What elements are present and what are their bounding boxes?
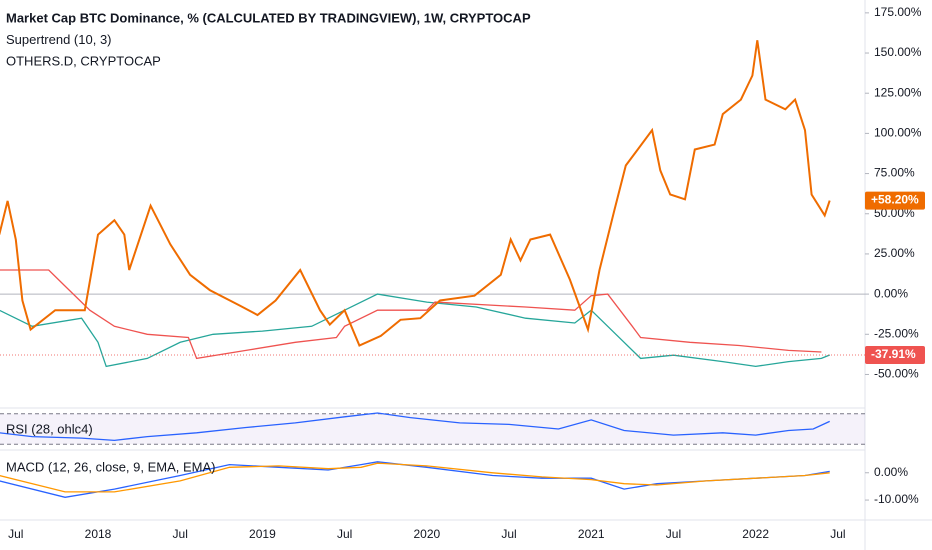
x-tick-label: 2022 bbox=[742, 527, 769, 541]
x-tick-label: 2020 bbox=[413, 527, 440, 541]
y-tick-label: 125.00% bbox=[874, 85, 922, 99]
y-tick-label: 25.00% bbox=[874, 246, 915, 260]
y-tick-label: -50.00% bbox=[874, 367, 919, 381]
legend-entry: Supertrend (10, 3) bbox=[6, 32, 112, 47]
price-label-bg bbox=[865, 346, 925, 365]
y-tick-label: 150.00% bbox=[874, 45, 922, 59]
y-tick-label: 175.00% bbox=[874, 5, 922, 19]
y-tick-label: 0.00% bbox=[874, 465, 908, 479]
x-tick-label: Jul bbox=[337, 527, 352, 541]
x-tick-label: 2021 bbox=[578, 527, 605, 541]
x-tick-label: Jul bbox=[173, 527, 188, 541]
price-label: +58.20% bbox=[871, 193, 919, 207]
y-tick-label: -10.00% bbox=[874, 492, 919, 506]
series-line bbox=[0, 462, 830, 493]
series-line bbox=[0, 412, 830, 442]
x-tick-label: Jul bbox=[8, 527, 23, 541]
series-line bbox=[0, 40, 831, 347]
legend-entry: Market Cap BTC Dominance, % (CALCULATED … bbox=[6, 10, 531, 25]
price-label-bg bbox=[865, 191, 925, 210]
x-tick-label: Jul bbox=[501, 527, 516, 541]
y-tick-label: -25.00% bbox=[874, 326, 919, 340]
x-tick-label: 2019 bbox=[249, 527, 276, 541]
pane-title: RSI (28, ohlc4) bbox=[6, 421, 93, 436]
price-label: -37.91% bbox=[871, 347, 916, 361]
x-tick-label: Jul bbox=[830, 527, 845, 541]
series-line bbox=[0, 293, 830, 368]
series-line bbox=[0, 269, 822, 360]
y-tick-label: 100.00% bbox=[874, 126, 922, 140]
x-tick-label: Jul bbox=[666, 527, 681, 541]
y-tick-label: 75.00% bbox=[874, 166, 915, 180]
y-tick-label: 0.00% bbox=[874, 286, 908, 300]
x-tick-label: 2018 bbox=[85, 527, 112, 541]
legend-entry: OTHERS.D, CRYPTOCAP bbox=[6, 53, 161, 68]
pane-title: MACD (12, 26, close, 9, EMA, EMA) bbox=[6, 459, 216, 474]
rsi-band-fill bbox=[0, 413, 865, 445]
